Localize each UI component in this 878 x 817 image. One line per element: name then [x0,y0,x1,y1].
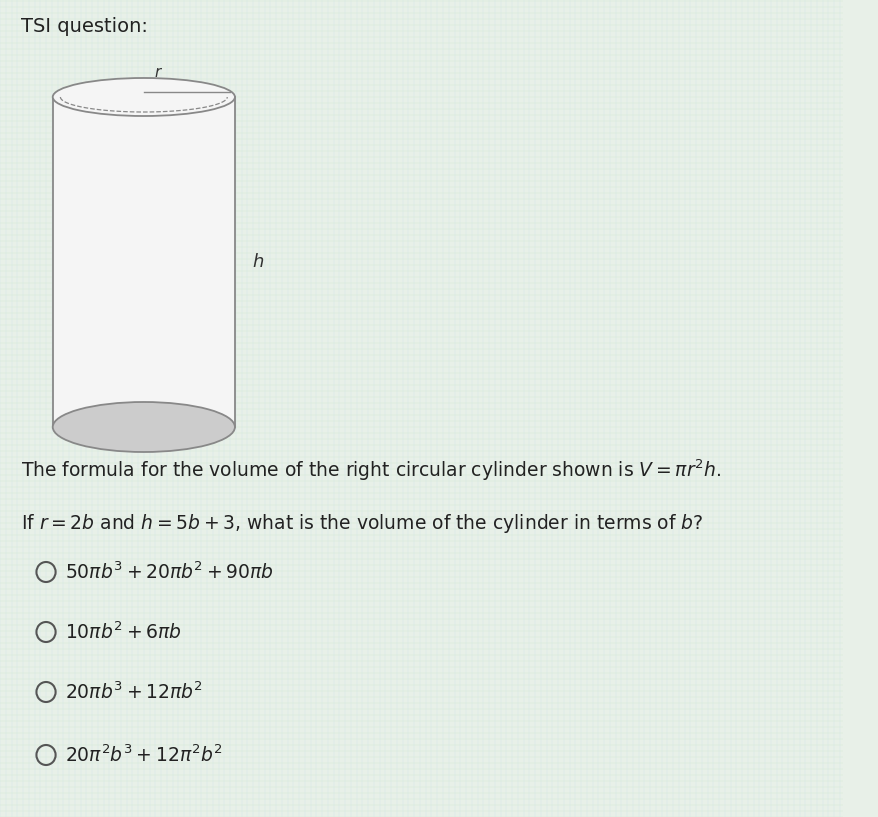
Bar [53,97,234,427]
Ellipse shape [53,402,234,452]
Text: $50\pi b^3 + 20\pi b^2 + 90\pi b$: $50\pi b^3 + 20\pi b^2 + 90\pi b$ [65,561,274,583]
Text: $10\pi b^2 + 6\pi b$: $10\pi b^2 + 6\pi b$ [65,621,182,643]
Text: $h$: $h$ [252,253,264,271]
Text: If $r = 2b$ and $h = 5b + 3$, what is the volume of the cylinder in terms of $b$: If $r = 2b$ and $h = 5b + 3$, what is th… [21,512,702,535]
Text: The formula for the volume of the right circular cylinder shown is $V = \pi r^2h: The formula for the volume of the right … [21,457,721,483]
Text: $20\pi b^3 + 12\pi b^2$: $20\pi b^3 + 12\pi b^2$ [65,681,203,703]
Text: $r$: $r$ [154,65,162,80]
Ellipse shape [53,78,234,116]
Text: TSI question:: TSI question: [21,17,148,36]
Text: $20\pi^2 b^3 + 12\pi^2 b^2$: $20\pi^2 b^3 + 12\pi^2 b^2$ [65,744,223,766]
